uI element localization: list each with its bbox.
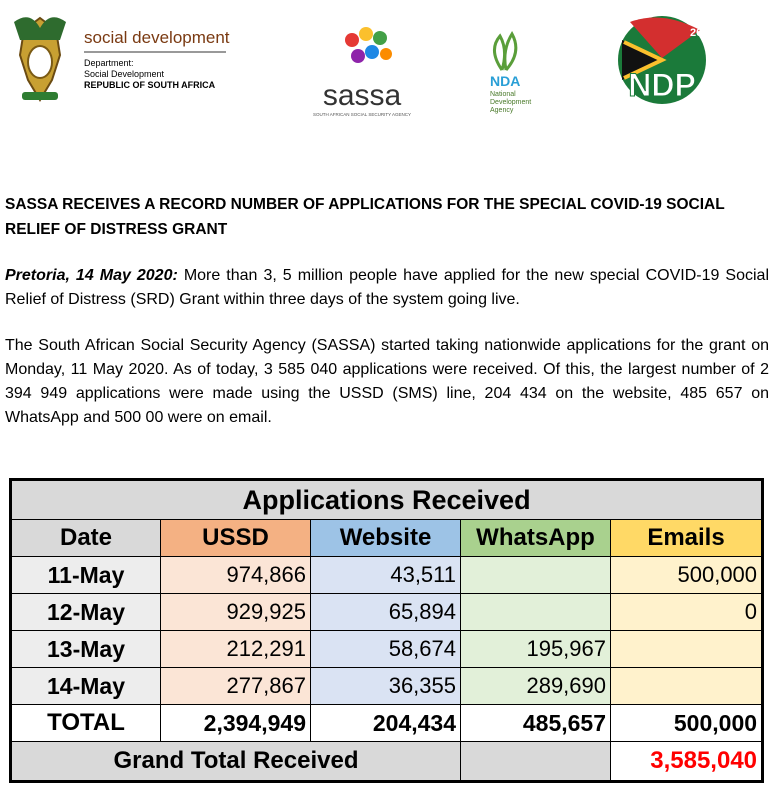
date-cell: 14-May [10,667,161,705]
total-cell: 204,434 [310,704,461,742]
sassa-name: sassa [323,79,402,112]
total-cell: 500,000 [609,704,764,742]
grand-total-value: 3,585,040 [609,741,764,782]
value-cell: 289,690 [460,667,611,705]
nda-name: NDA [490,73,520,89]
table-row: 14-May 277,867 36,355 289,690 [10,667,764,705]
table-row: 13-May 212,291 58,674 195,967 [10,630,764,668]
nda-line: Agency [490,107,514,114]
column-header: WhatsApp [460,519,611,557]
logo-bar: social development Department: Social De… [14,16,714,117]
empty-cell [460,741,611,782]
table-row: Grand Total Received 3,585,040 [10,741,764,782]
dept-line: Department: [84,58,134,68]
total-cell: 485,657 [460,704,611,742]
value-cell: 0 [609,593,764,631]
table-row: TOTAL 2,394,949 204,434 485,657 500,000 [10,704,764,742]
value-cell [460,593,611,631]
value-cell [609,630,764,668]
table-row: Date USSD Website WhatsApp Emails [10,519,764,557]
value-cell: 212,291 [160,630,311,668]
value-cell: 43,511 [310,556,461,594]
dept-line: REPUBLIC OF SOUTH AFRICA [84,80,216,90]
date-cell: 11-May [10,556,161,594]
paragraph-text: More than 3, 5 million people have appli… [5,267,769,308]
applications-table: Applications Received Date USSD Website Wha… [9,478,765,783]
dept-line: Social Development [84,69,165,79]
value-cell: 500,000 [609,556,764,594]
date-cell: 13-May [10,630,161,668]
value-cell [609,667,764,705]
paragraph: The South African Social Security Agency… [5,337,769,426]
sassa-tagline: SOUTH AFRICAN SOCIAL SECURITY AGENCY [313,112,411,117]
value-cell: 36,355 [310,667,461,705]
column-header: Date [10,519,161,557]
article: SASSA RECEIVES A RECORD NUMBER OF APPLIC… [5,192,769,452]
ndp-name: NDP [628,67,696,103]
value-cell: 65,894 [310,593,461,631]
dateline: Pretoria, 14 May 2020: [5,267,178,284]
table-row: 12-May 929,925 65,894 0 [10,593,764,631]
ndp-emblem [618,16,706,104]
column-header: USSD [160,519,311,557]
value-cell: 58,674 [310,630,461,668]
value-cell [460,556,611,594]
grand-total-label: Grand Total Received [10,741,461,782]
table-row: 11-May 974,866 43,511 500,000 [10,556,764,594]
total-cell: 2,394,949 [160,704,311,742]
value-cell: 929,925 [160,593,311,631]
nda-emblem [493,31,518,71]
nda-line: National [490,91,516,98]
total-label: TOTAL [10,704,161,742]
dept-name: social development [84,28,230,47]
value-cell: 277,867 [160,667,311,705]
column-header: Emails [609,519,764,557]
coat-of-arms [14,16,66,102]
nda-line: Development [490,99,531,106]
ndp-year: 2030 [690,27,714,39]
date-cell: 12-May [10,593,161,631]
value-cell: 195,967 [460,630,611,668]
article-title: SASSA RECEIVES A RECORD NUMBER OF APPLIC… [5,196,725,238]
value-cell: 974,866 [160,556,311,594]
sassa-emblem [345,27,392,63]
table-title: Applications Received [9,479,764,520]
paragraph: Pretoria, 14 May 2020: More than 3, 5 mi… [5,264,769,312]
column-header: Website [310,519,461,557]
